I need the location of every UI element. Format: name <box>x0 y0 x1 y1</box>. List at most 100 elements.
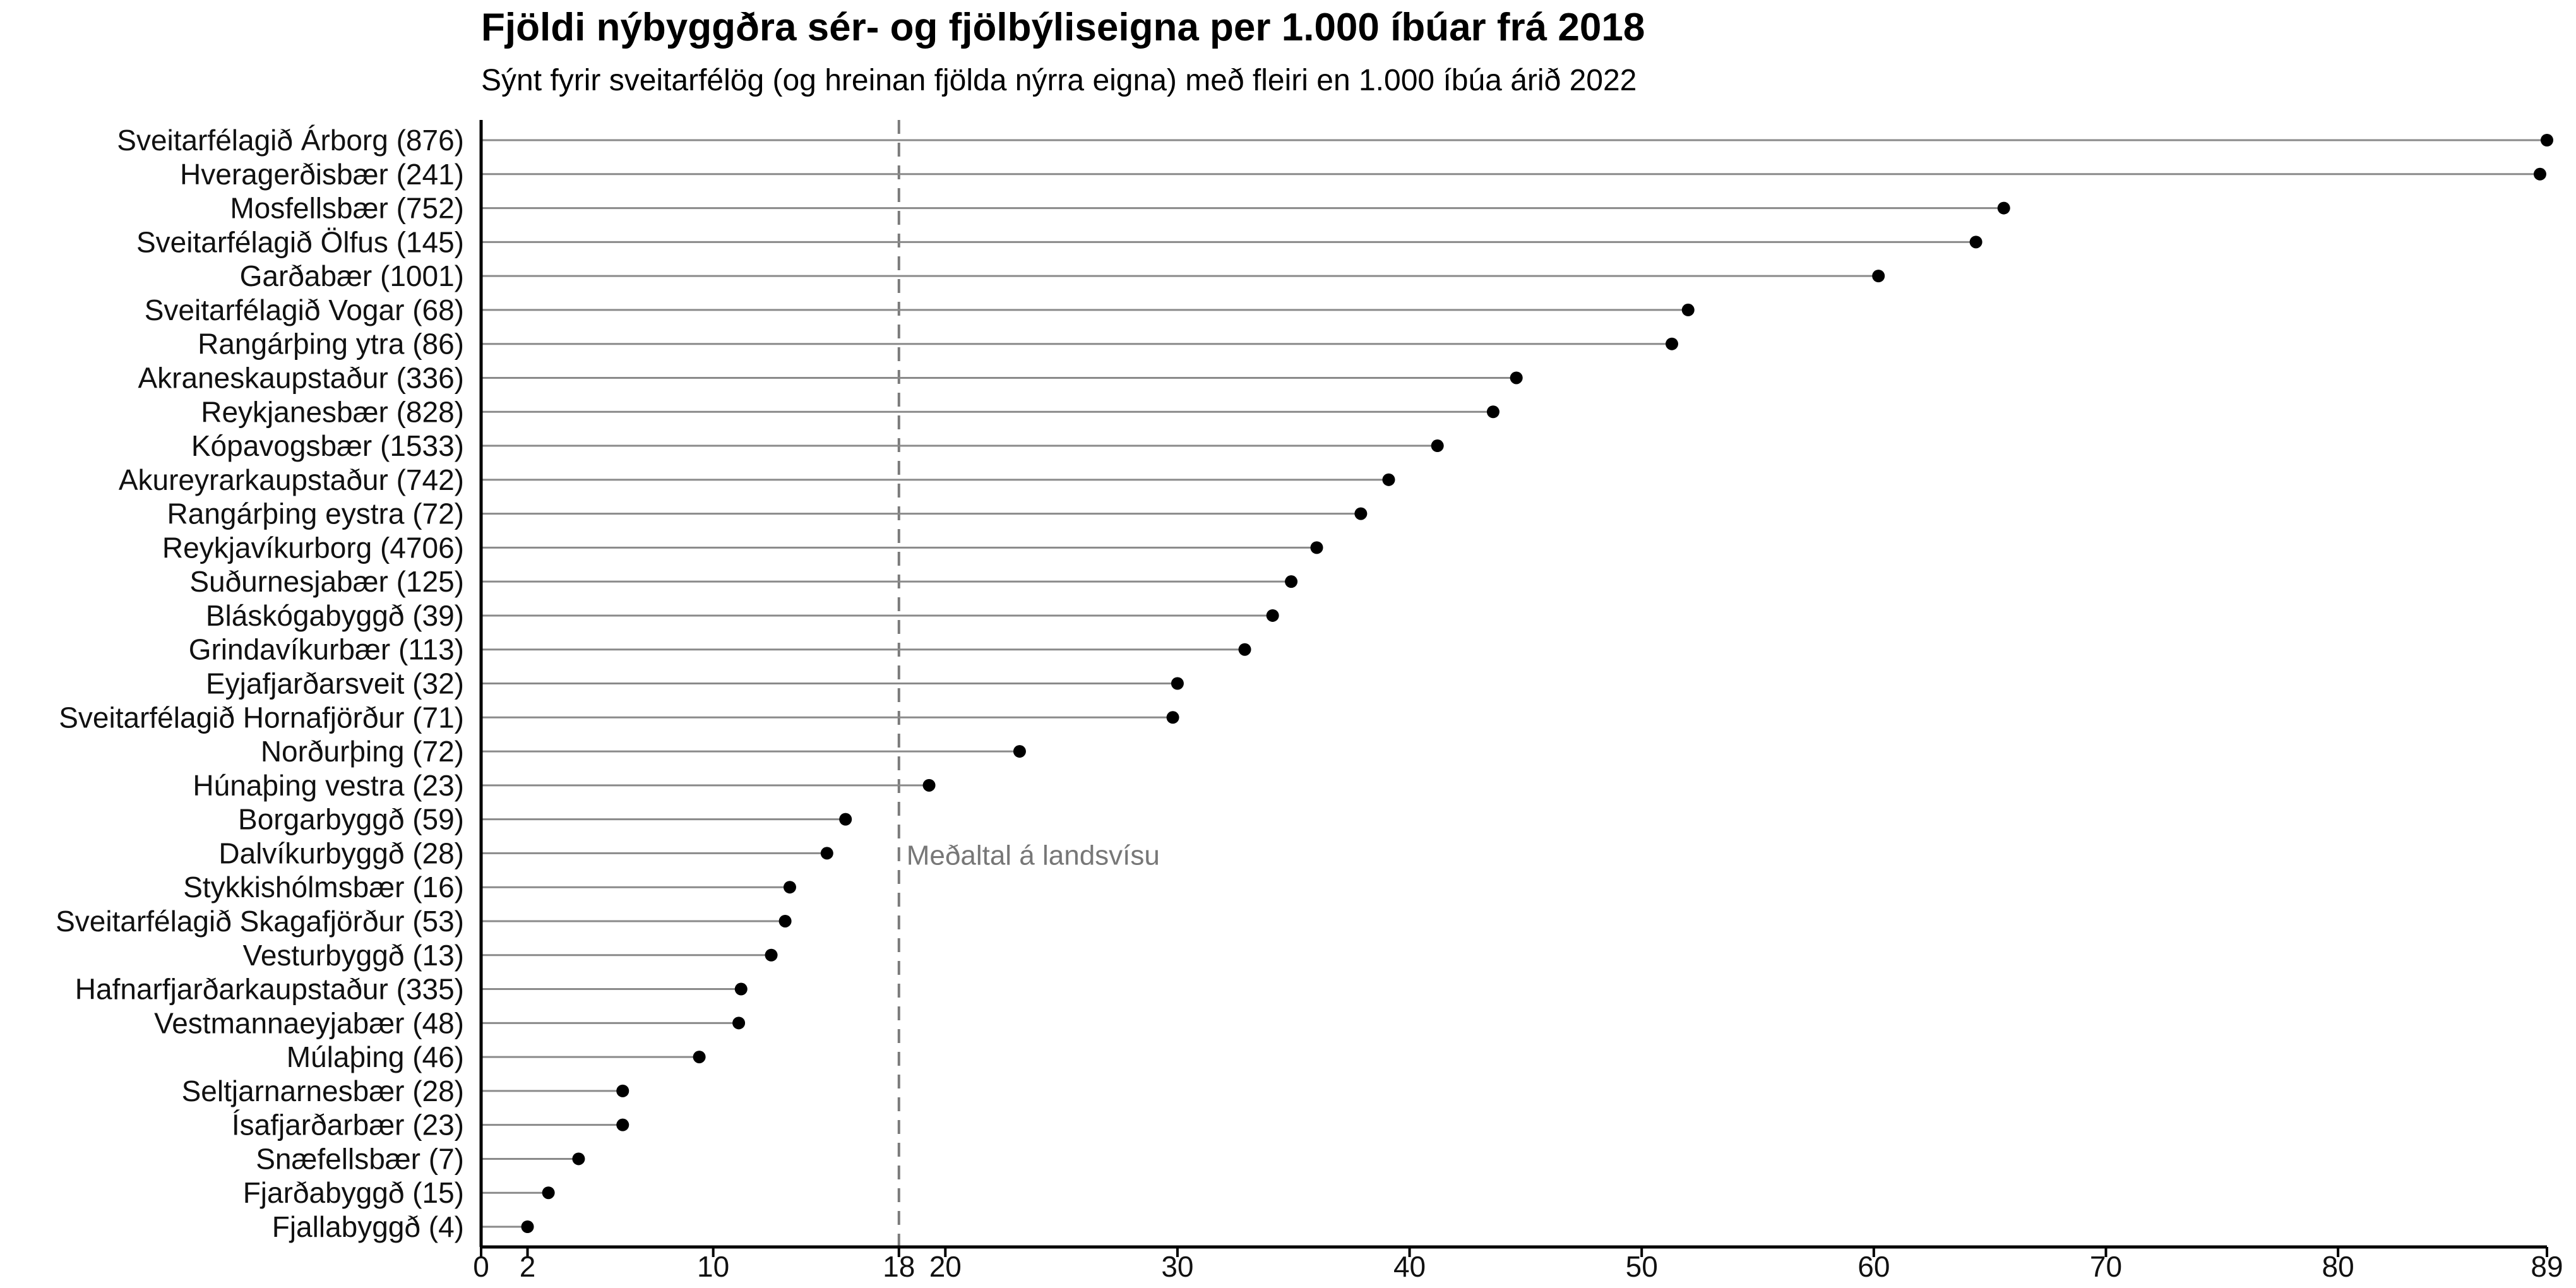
rows-layer: Sveitarfélagið Árborg (876)Hveragerðisbæ… <box>56 124 2553 1243</box>
row: Dalvíkurbyggð (28) <box>218 837 833 869</box>
data-point <box>693 1051 706 1064</box>
row: Norðurþing (72) <box>261 735 1026 768</box>
data-point <box>734 982 748 996</box>
chart-title: Fjöldi nýbyggðra sér- og fjölbýliseigna … <box>481 6 1645 49</box>
category-label: Kópavogsbær (1533) <box>191 429 464 462</box>
data-point <box>1266 609 1279 622</box>
axes-layer <box>479 120 2547 1249</box>
row: Borgarbyggð (59) <box>238 803 852 836</box>
data-point <box>1872 270 1885 283</box>
data-point <box>1310 541 1323 554</box>
category-label: Bláskógabyggð (39) <box>206 599 464 632</box>
category-label: Fjallabyggð (4) <box>272 1210 464 1243</box>
row: Akureyrarkaupstaður (742) <box>119 463 1395 496</box>
x-tick-label: 2 <box>520 1250 536 1283</box>
category-label: Hveragerðisbær (241) <box>180 158 464 191</box>
data-point <box>1013 745 1026 758</box>
category-label: Stykkishólmsbær (16) <box>183 871 464 903</box>
x-tick-label: 10 <box>697 1250 729 1283</box>
category-label: Sveitarfélagið Vogar (68) <box>145 294 464 326</box>
category-label: Sveitarfélagið Skagafjörður (53) <box>56 905 464 938</box>
category-label: Rangárþing ytra (86) <box>198 328 464 361</box>
row: Kópavogsbær (1533) <box>191 429 1444 462</box>
chart-subtitle: Sýnt fyrir sveitarfélög (og hreinan fjöl… <box>481 64 1637 97</box>
data-point <box>616 1118 629 1131</box>
data-point <box>572 1152 585 1166</box>
category-label: Seltjarnarnesbær (28) <box>182 1075 464 1107</box>
x-tick-label: 60 <box>1857 1250 1890 1283</box>
row: Ísafjarðarbær (23) <box>232 1109 629 1142</box>
data-point <box>1238 643 1251 656</box>
category-label: Sveitarfélagið Árborg (876) <box>117 124 464 157</box>
row: Sveitarfélagið Vogar (68) <box>145 294 1695 326</box>
category-label: Vesturbyggð (13) <box>243 939 464 972</box>
data-point <box>1510 371 1523 385</box>
category-label: Norðurþing (72) <box>261 735 464 768</box>
row: Fjallabyggð (4) <box>272 1210 534 1243</box>
category-label: Snæfellsbær (7) <box>256 1142 464 1175</box>
data-point <box>1665 337 1678 350</box>
data-point <box>616 1084 629 1097</box>
data-point <box>1382 473 1395 486</box>
category-label: Eyjafjarðarsveit (32) <box>206 667 464 700</box>
x-tick-label: 18 <box>883 1250 915 1283</box>
x-tick-label: 20 <box>929 1250 962 1283</box>
category-label: Grindavíkurbær (113) <box>189 633 464 666</box>
row: Sveitarfélagið Hornafjörður (71) <box>59 701 1179 734</box>
row: Grindavíkurbær (113) <box>189 633 1251 666</box>
category-label: Ísafjarðarbær (23) <box>232 1109 464 1142</box>
category-label: Reykjanesbær (828) <box>201 395 464 428</box>
category-label: Sveitarfélagið Hornafjörður (71) <box>59 701 464 734</box>
row: Hafnarfjarðarkaupstaður (335) <box>75 973 748 1006</box>
data-point <box>1486 405 1500 419</box>
row: Snæfellsbær (7) <box>256 1142 585 1175</box>
row: Akraneskaupstaður (336) <box>138 361 1523 394</box>
row: Hveragerðisbær (241) <box>180 158 2546 191</box>
category-label: Vestmannaeyjabær (48) <box>154 1006 464 1039</box>
row: Vestmannaeyjabær (48) <box>154 1006 746 1039</box>
row: Garðabær (1001) <box>240 259 1885 292</box>
data-point <box>922 778 936 792</box>
ticks-layer: 0 2 10 18 20 30 40 50 60 70 80 89 <box>473 1247 2563 1283</box>
data-point <box>839 813 852 826</box>
reference-layer: Meðaltal á landsvísu <box>897 120 1160 1247</box>
category-label: Akureyrarkaupstaður (742) <box>119 463 464 496</box>
data-point <box>1681 303 1695 316</box>
category-label: Borgarbyggð (59) <box>238 803 464 836</box>
category-label: Sveitarfélagið Ölfus (145) <box>136 225 464 258</box>
row: Mosfellsbær (752) <box>230 192 2010 225</box>
data-point <box>783 881 796 894</box>
row: Seltjarnarnesbær (28) <box>182 1075 629 1107</box>
row: Eyjafjarðarsveit (32) <box>206 667 1184 700</box>
x-tick-label: 0 <box>473 1250 489 1283</box>
category-label: Mosfellsbær (752) <box>230 192 464 225</box>
row: Bláskógabyggð (39) <box>206 599 1279 632</box>
category-label: Reykjavíkurborg (4706) <box>162 531 464 564</box>
row: Rangárþing eystra (72) <box>167 498 1368 530</box>
data-point <box>778 914 792 927</box>
data-point <box>1166 711 1179 724</box>
data-point <box>1354 507 1368 520</box>
row: Rangárþing ytra (86) <box>198 328 1678 361</box>
x-tick-label: 50 <box>1626 1250 1658 1283</box>
x-tick-label: 40 <box>1393 1250 1426 1283</box>
row: Sveitarfélagið Skagafjörður (53) <box>56 905 792 938</box>
category-label: Dalvíkurbyggð (28) <box>218 837 464 869</box>
data-point <box>2533 167 2546 181</box>
row: Vesturbyggð (13) <box>243 939 778 972</box>
data-point <box>1171 677 1184 690</box>
row: Fjarðabyggð (15) <box>243 1176 555 1209</box>
row: Suðurnesjabær (125) <box>189 565 1298 598</box>
row: Stykkishólmsbær (16) <box>183 871 796 903</box>
row: Húnaþing vestra (23) <box>193 769 936 802</box>
data-point <box>2541 134 2553 146</box>
x-tick-label: 30 <box>1161 1250 1193 1283</box>
row: Sveitarfélagið Árborg (876) <box>117 124 2553 157</box>
data-point <box>521 1220 534 1233</box>
data-point <box>542 1186 555 1200</box>
x-tick-label: 80 <box>2322 1250 2354 1283</box>
x-tick-label: 70 <box>2090 1250 2122 1283</box>
category-label: Akraneskaupstaður (336) <box>138 361 464 394</box>
category-label: Húnaþing vestra (23) <box>193 769 464 802</box>
